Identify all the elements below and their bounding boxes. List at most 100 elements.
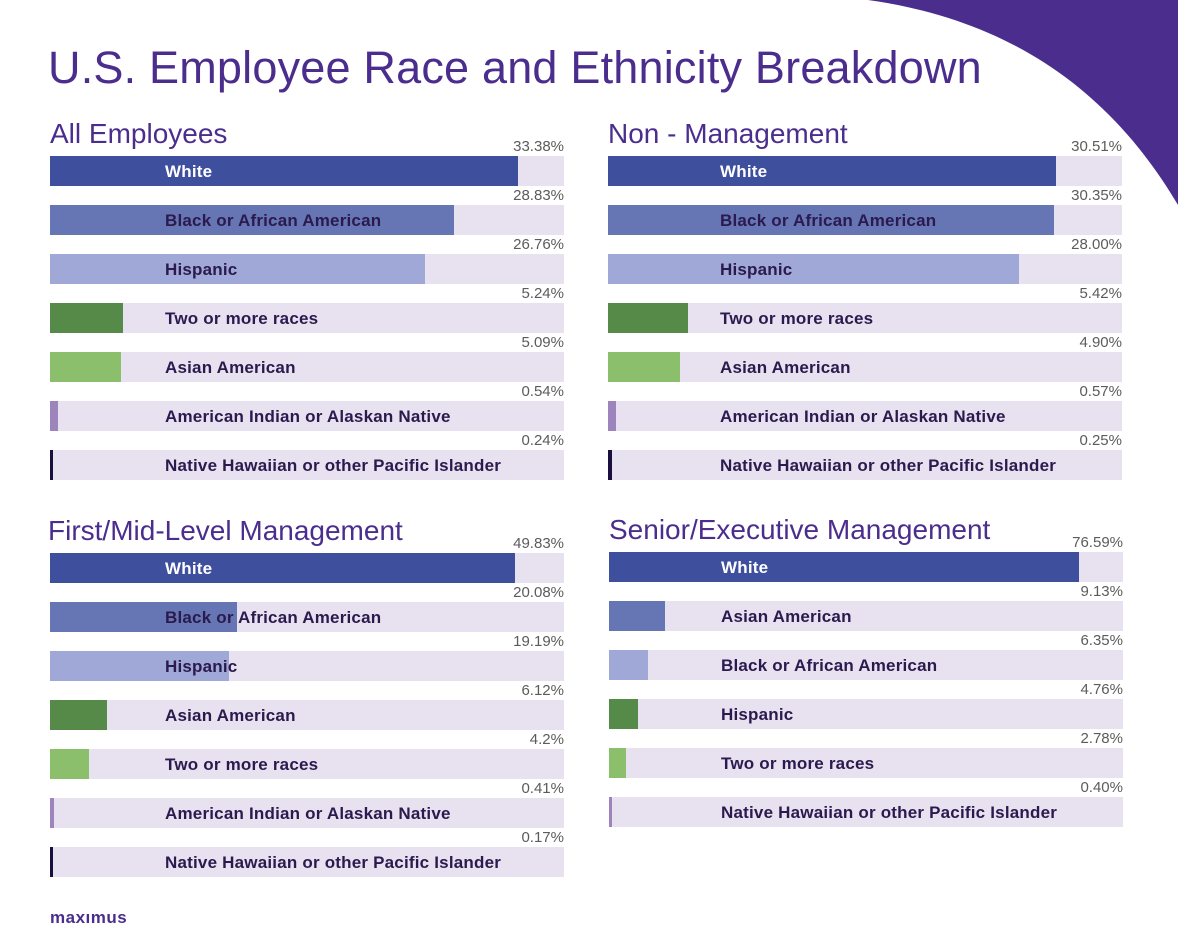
bar [608, 254, 1020, 284]
bar-value-label: 4.90% [1079, 334, 1122, 351]
bar [608, 352, 680, 382]
bar-track [50, 749, 564, 779]
bar-track [50, 700, 564, 730]
bar-row: 6.35% Black or African American [609, 632, 1123, 680]
chart-title: Senior/Executive Management [609, 514, 991, 545]
bar-track [608, 401, 1122, 431]
bar-track [50, 450, 564, 480]
bar-track [608, 303, 1122, 333]
bar-category-label: Native Hawaiian or other Pacific Islande… [720, 456, 1057, 475]
bar [50, 450, 54, 480]
bar-row: 0.17% Native Hawaiian or other Pacific Is… [50, 829, 564, 877]
bar-row: 5.09% Asian American [50, 334, 564, 382]
bar-row: 30.35% Black or African American [608, 187, 1122, 235]
bar-row: 0.40% Native Hawaiian or other Pacific Is… [609, 779, 1123, 827]
bar-track [608, 352, 1122, 382]
bar-value-label: 9.13% [1080, 583, 1123, 600]
bar-track [50, 205, 564, 235]
bar-category-label: Native Hawaiian or other Pacific Islande… [721, 803, 1058, 822]
bar [50, 401, 58, 431]
bar-row: 4.2% Two or more races [50, 731, 564, 779]
bar-value-label: 49.83% [513, 535, 564, 552]
bar-track [608, 254, 1122, 284]
bar-category-label: Hispanic [165, 657, 238, 676]
bar [50, 205, 454, 235]
bar [609, 748, 627, 778]
bar [609, 552, 1080, 582]
bar-track [50, 352, 564, 382]
bar-track [50, 651, 564, 681]
bar [50, 847, 54, 877]
bar [50, 553, 515, 583]
bar-track [609, 601, 1123, 631]
bar [50, 602, 238, 632]
bar-row: 0.25% Native Hawaiian or other Pacific Is… [608, 432, 1122, 480]
bar-row: 49.83% White [50, 535, 564, 583]
bar-category-label: Two or more races [720, 309, 874, 328]
bar [609, 650, 648, 680]
bar-track [50, 553, 564, 583]
bar [50, 749, 90, 779]
bar [609, 797, 613, 827]
chart-first-mid-level-management: First/Mid-Level Management 49.83% White 20… [48, 515, 564, 877]
bar-category-label: Black or African American [165, 608, 382, 627]
bar [608, 401, 617, 431]
bar-row: 4.90% Asian American [608, 334, 1122, 382]
bar-track [50, 602, 564, 632]
bar-row: 19.19% Hispanic [50, 633, 564, 681]
bar-value-label: 0.41% [521, 780, 564, 797]
bar-track [608, 205, 1122, 235]
bar [608, 450, 612, 480]
bar-category-label: White [721, 558, 769, 577]
bar [609, 601, 666, 631]
bar-row: 6.12% Asian American [50, 682, 564, 730]
bar [50, 651, 229, 681]
bar-category-label: Two or more races [165, 755, 319, 774]
bar-row: 0.54% American Indian or Alaskan Native [50, 383, 564, 431]
bar-row: 5.24% Two or more races [50, 285, 564, 333]
bar-category-label: Two or more races [165, 309, 319, 328]
bar-value-label: 6.35% [1080, 632, 1123, 649]
bar-value-label: 6.12% [521, 682, 564, 699]
bar [608, 303, 688, 333]
bar-value-label: 0.24% [521, 432, 564, 449]
bar-track [50, 847, 564, 877]
bar-value-label: 5.09% [521, 334, 564, 351]
bar [50, 700, 108, 730]
bar-row: 2.78% Two or more races [609, 730, 1123, 778]
bar-value-label: 0.40% [1080, 779, 1123, 796]
chart-title: First/Mid-Level Management [48, 515, 403, 546]
bar-value-label: 4.76% [1080, 681, 1123, 698]
bar-track [609, 552, 1123, 582]
bar-value-label: 0.54% [521, 383, 564, 400]
bar-category-label: Hispanic [721, 705, 794, 724]
bar-category-label: Native Hawaiian or other Pacific Islande… [165, 853, 502, 872]
bar [50, 352, 122, 382]
bar-row: 9.13% Asian American [609, 583, 1123, 631]
bar-track [609, 797, 1123, 827]
bar-track [609, 650, 1123, 680]
bar-row: 33.38% White [50, 138, 564, 186]
chart-title: All Employees [50, 118, 228, 149]
bar-category-label: White [720, 162, 768, 181]
page-title: U.S. Employee Race and Ethnicity Breakdo… [48, 42, 982, 93]
bar [50, 254, 425, 284]
bar-value-label: 30.35% [1071, 187, 1122, 204]
bar-value-label: 28.83% [513, 187, 564, 204]
bar-category-label: White [165, 559, 213, 578]
bar-value-label: 26.76% [513, 236, 564, 253]
bar-track [50, 303, 564, 333]
bar-track [50, 156, 564, 186]
bar-row: 28.83% Black or African American [50, 187, 564, 235]
bar-category-label: Asian American [721, 607, 852, 626]
bar-category-label: Black or African American [721, 656, 938, 675]
bar-category-label: American Indian or Alaskan Native [165, 804, 451, 823]
bar-value-label: 0.25% [1079, 432, 1122, 449]
bar-row: 30.51% White [608, 138, 1122, 186]
bar-value-label: 33.38% [513, 138, 564, 155]
bar-row: 20.08% Black or African American [50, 584, 564, 632]
bar-row: 0.41% American Indian or Alaskan Native [50, 780, 564, 828]
bar-value-label: 5.42% [1079, 285, 1122, 302]
bar-track [608, 450, 1122, 480]
bar-category-label: Asian American [165, 358, 296, 377]
